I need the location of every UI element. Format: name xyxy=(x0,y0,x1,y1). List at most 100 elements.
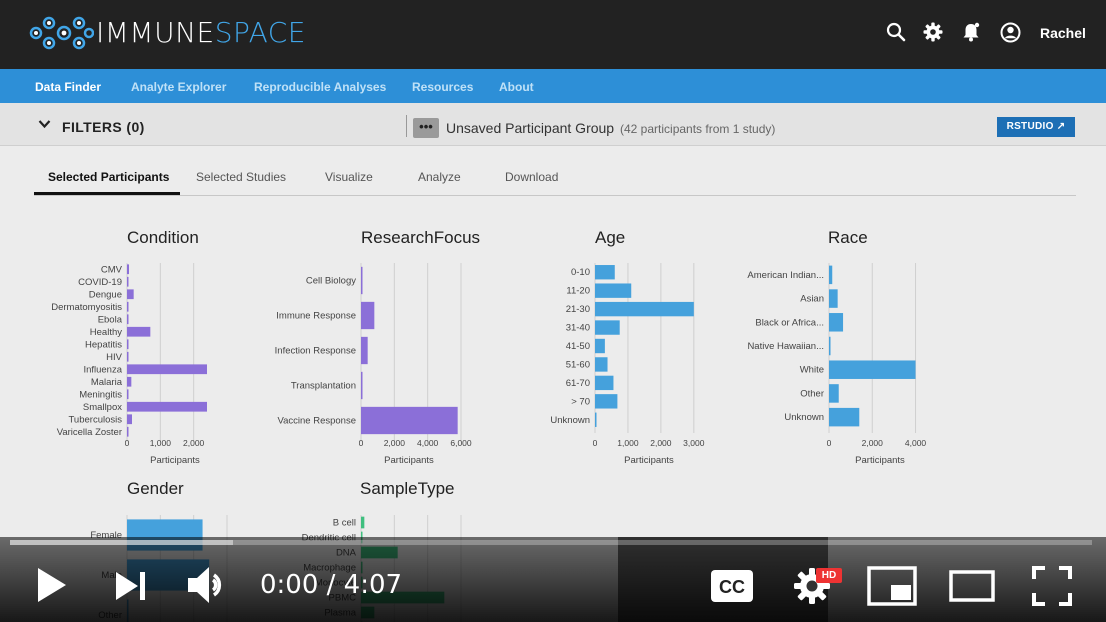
nav-item-resources[interactable]: Resources xyxy=(412,80,474,94)
race-category-label: Asian xyxy=(800,294,824,305)
condition-bar xyxy=(127,389,129,400)
condition-bar xyxy=(127,339,129,350)
username-label[interactable]: Rachel xyxy=(1040,25,1086,41)
main-nav: Data Finder Analyte Explorer Reproducibl… xyxy=(0,69,1106,103)
participant-group-summary: (42 participants from 1 study) xyxy=(620,122,776,136)
researchfocus-bar xyxy=(361,371,363,400)
theater-mode-icon[interactable] xyxy=(949,569,995,603)
nav-item-reproducible-analyses[interactable]: Reproducible Analyses xyxy=(254,80,387,94)
condition-category-label: Varicella Zoster xyxy=(57,427,122,438)
condition-bar xyxy=(127,314,129,325)
tab-selected-studies[interactable]: Selected Studies xyxy=(196,170,287,184)
condition-bar xyxy=(127,364,207,375)
race-bar xyxy=(829,407,860,427)
age-category-label: 11-20 xyxy=(566,286,590,297)
age-category-label: 31-40 xyxy=(566,323,590,334)
immunespace-logo-icon[interactable] xyxy=(28,14,94,52)
condition-category-label: Dengue xyxy=(89,289,122,300)
closed-captions-icon[interactable]: CC xyxy=(710,569,754,603)
nav-item-about[interactable]: About xyxy=(499,80,534,94)
participant-group-name: Unsaved Participant Group xyxy=(446,120,615,136)
fullscreen-icon[interactable] xyxy=(1032,566,1072,606)
researchfocus-bar xyxy=(361,406,458,435)
age-category-label: 41-50 xyxy=(566,341,590,352)
age-bar xyxy=(595,412,597,427)
race-category-label: Black or Africa... xyxy=(755,317,824,328)
brand-accent: SPACE xyxy=(214,16,306,49)
condition-category-label: Influenza xyxy=(83,364,122,375)
researchfocus-chart-title: ResearchFocus xyxy=(361,228,480,247)
condition-bar xyxy=(127,276,129,287)
condition-tick-label: 0 xyxy=(125,438,130,448)
age-tick-label: 0 xyxy=(593,438,598,448)
researchfocus-category-label: Infection Response xyxy=(275,346,356,357)
researchfocus-category-label: Cell Biology xyxy=(306,276,356,287)
sampletype-bar xyxy=(361,516,365,529)
tab-selected-participants[interactable]: Selected Participants xyxy=(48,170,170,184)
age-category-label: 21-30 xyxy=(566,304,590,315)
tab-download[interactable]: Download xyxy=(505,170,559,184)
researchfocus-tick-label: 4,000 xyxy=(417,438,439,448)
video-progress-bar[interactable] xyxy=(10,540,1092,545)
race-chart-title: Race xyxy=(828,228,868,247)
divider xyxy=(406,115,407,137)
gender-category-label: Female xyxy=(90,530,122,541)
race-tick-label: 2,000 xyxy=(862,438,884,448)
condition-chart-title: Condition xyxy=(127,228,199,247)
volume-icon[interactable] xyxy=(186,564,230,606)
age-bar xyxy=(595,265,615,280)
researchfocus-tick-label: 2,000 xyxy=(384,438,406,448)
bell-icon[interactable] xyxy=(961,22,981,42)
researchfocus-tick-label: 6,000 xyxy=(450,438,472,448)
race-bar xyxy=(829,265,833,285)
race-bar xyxy=(829,360,916,379)
researchfocus-tick-label: 0 xyxy=(359,438,364,448)
more-options-button[interactable]: ••• xyxy=(413,118,439,138)
race-category-label: Unknown xyxy=(784,412,824,423)
nav-item-data-finder[interactable]: Data Finder xyxy=(35,80,102,94)
play-icon[interactable] xyxy=(34,566,68,604)
condition-category-label: Hepatitis xyxy=(85,339,122,350)
age-category-label: 51-60 xyxy=(566,359,590,370)
video-buffer-bar xyxy=(10,540,233,545)
condition-bar xyxy=(127,301,129,312)
rstudio-button[interactable]: RSTUDIO ↗ xyxy=(997,117,1075,137)
researchfocus-bar xyxy=(361,266,363,295)
condition-tick-label: 2,000 xyxy=(183,438,205,448)
next-icon[interactable] xyxy=(114,570,148,602)
researchfocus-axis-label: Participants xyxy=(384,455,434,466)
nav-item-analyte-explorer[interactable]: Analyte Explorer xyxy=(131,80,227,94)
filter-bar: FILTERS (0) ••• Unsaved Participant Grou… xyxy=(0,103,1106,146)
chevron-down-icon[interactable] xyxy=(38,119,51,129)
age-chart-title: Age xyxy=(595,228,625,247)
condition-bar xyxy=(127,326,151,337)
race-axis-label: Participants xyxy=(855,455,905,466)
researchfocus-bar xyxy=(361,301,375,330)
miniplayer-icon[interactable] xyxy=(867,566,917,606)
age-axis-label: Participants xyxy=(624,455,674,466)
condition-category-label: Meningitis xyxy=(79,389,122,400)
brand-wordmark[interactable]: IMMUNESPACE xyxy=(96,16,306,49)
filters-toggle[interactable]: FILTERS (0) xyxy=(62,119,145,135)
condition-bar xyxy=(127,414,132,425)
race-bar xyxy=(829,289,838,308)
race-bar xyxy=(829,384,839,403)
age-category-label: > 70 xyxy=(571,396,590,407)
age-bar xyxy=(595,320,620,335)
researchfocus-category-label: Transplantation xyxy=(291,381,356,392)
condition-category-label: Healthy xyxy=(90,327,122,338)
age-bar xyxy=(595,394,618,409)
search-icon[interactable] xyxy=(886,22,906,42)
user-avatar-icon[interactable] xyxy=(1000,22,1021,43)
age-bar xyxy=(595,338,605,354)
tab-visualize[interactable]: Visualize xyxy=(325,170,373,184)
condition-bar xyxy=(127,351,129,362)
gear-icon[interactable] xyxy=(923,22,943,42)
condition-category-label: Dermatomyositis xyxy=(51,302,122,313)
tab-analyze[interactable]: Analyze xyxy=(418,170,461,184)
cc-label: CC xyxy=(719,577,745,597)
condition-category-label: Tuberculosis xyxy=(68,414,122,425)
condition-category-label: Malaria xyxy=(91,377,123,388)
researchfocus-bar xyxy=(361,336,368,365)
